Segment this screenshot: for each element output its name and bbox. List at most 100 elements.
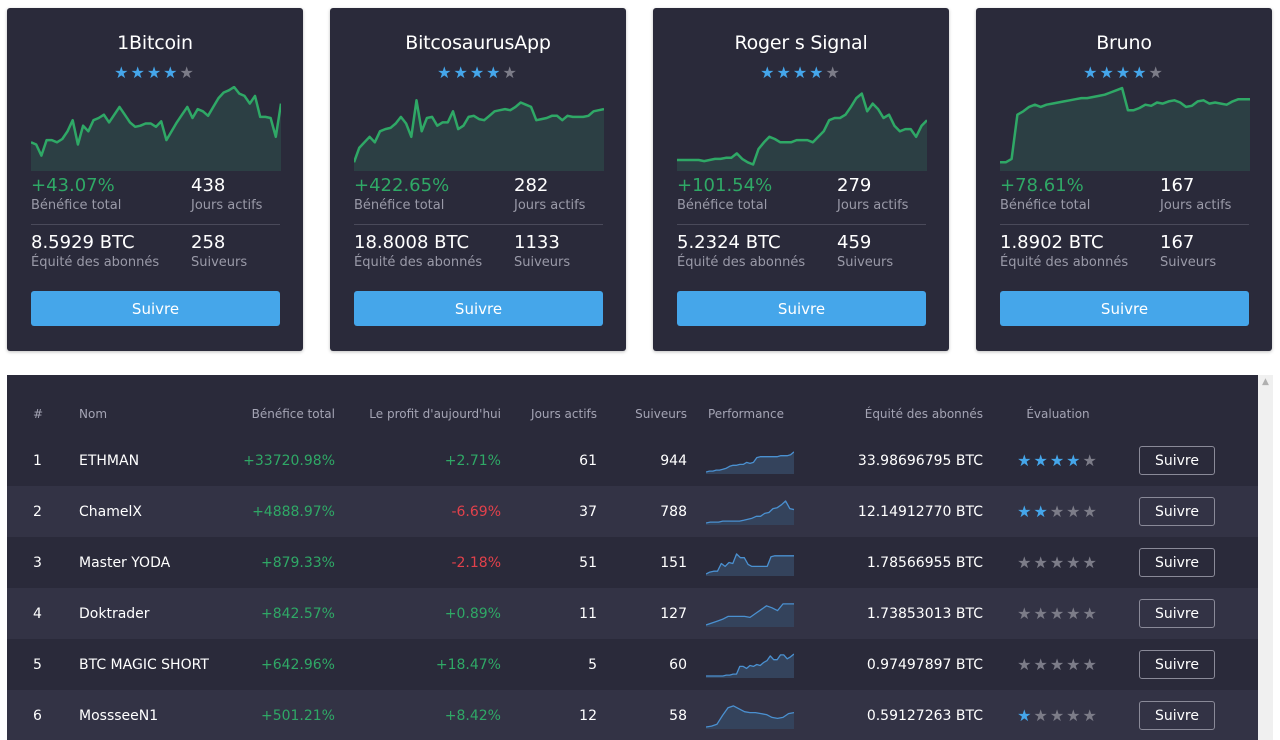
star-rating: ★★★★★ <box>1017 706 1099 725</box>
header-rank[interactable]: # <box>33 407 44 421</box>
table-row[interactable]: 3 Master YODA +879.33% -2.18% 51 151 1.7… <box>7 537 1258 588</box>
row-trader-name[interactable]: Master YODA <box>79 554 171 571</box>
profit-total-stat: +422.65% Bénéfice total <box>354 175 449 215</box>
follow-button[interactable]: Suivre <box>1139 548 1215 577</box>
row-equity: 33.98696795 BTC <box>857 452 983 469</box>
row-trader-name[interactable]: ETHMAN <box>79 452 140 469</box>
card-trader-name[interactable]: BitcosaurusApp <box>405 32 551 54</box>
row-followers: 58 <box>669 707 687 724</box>
star-icon: ★ <box>163 63 180 82</box>
scroll-up-arrow-icon[interactable]: ▲ <box>1262 377 1269 387</box>
star-icon: ★ <box>1066 604 1083 623</box>
card-trader-name[interactable]: 1Bitcoin <box>117 32 193 54</box>
row-action: Suivre <box>1133 435 1258 486</box>
star-rating: ★★★★★ <box>1017 451 1099 470</box>
follow-button[interactable]: Suivre <box>677 291 926 326</box>
equity-label: Équité des abonnés <box>31 255 160 270</box>
header-equity[interactable]: Équité des abonnés <box>864 407 983 421</box>
row-action: Suivre <box>1133 690 1258 740</box>
row-action: Suivre <box>1133 486 1258 537</box>
profit-total-label: Bénéfice total <box>1000 198 1091 213</box>
row-profit-total: +4888.97% <box>252 503 335 520</box>
active-days-label: Jours actifs <box>837 198 909 213</box>
header-action <box>1133 375 1258 435</box>
divider <box>354 224 603 225</box>
header-active-days[interactable]: Jours actifs <box>531 407 597 421</box>
performance-sparkline <box>706 499 794 525</box>
row-followers: 151 <box>660 554 687 571</box>
profit-total-stat: +43.07% Bénéfice total <box>31 175 121 215</box>
row-active-days: 5 <box>588 656 597 673</box>
star-icon: ★ <box>1082 502 1099 521</box>
equity-stat: 1.8902 BTC Équité des abonnés <box>1000 232 1128 272</box>
star-icon: ★ <box>825 63 842 82</box>
followers-stat: 1133 Suiveurs <box>514 232 570 272</box>
equity-value: 5.2324 BTC <box>677 232 781 253</box>
follow-button[interactable]: Suivre <box>1139 650 1215 679</box>
divider <box>1000 224 1249 225</box>
header-profit-total[interactable]: Bénéfice total <box>251 407 335 421</box>
card-trader-name[interactable]: Roger s Signal <box>734 32 868 54</box>
row-trader-name[interactable]: ChamelX <box>79 503 142 520</box>
row-rank: 3 <box>33 554 42 571</box>
followers-label: Suiveurs <box>191 255 248 270</box>
star-icon: ★ <box>1033 655 1050 674</box>
profit-total-label: Bénéfice total <box>354 198 445 213</box>
profit-total-value: +43.07% <box>31 175 115 196</box>
profit-total-value: +422.65% <box>354 175 450 196</box>
star-icon: ★ <box>1049 502 1067 521</box>
followers-value: 1133 <box>514 232 560 253</box>
row-profit-today: +0.89% <box>444 605 501 622</box>
star-icon: ★ <box>1049 655 1067 674</box>
table-header-row: # Nom Bénéfice total Le profit d'aujourd… <box>7 375 1258 435</box>
traders-table-panel: # Nom Bénéfice total Le profit d'aujourd… <box>7 375 1258 740</box>
table-row[interactable]: 4 Doktrader +842.57% +0.89% 11 127 1.738… <box>7 588 1258 639</box>
equity-label: Équité des abonnés <box>1000 255 1129 270</box>
row-equity: 1.73853013 BTC <box>866 605 983 622</box>
follow-button[interactable]: Suivre <box>1139 497 1215 526</box>
header-profit-today[interactable]: Le profit d'aujourd'hui <box>369 407 501 421</box>
follow-button[interactable]: Suivre <box>1139 446 1215 475</box>
row-profit-today: +8.42% <box>444 707 501 724</box>
active-days-label: Jours actifs <box>1160 198 1232 213</box>
vertical-scrollbar[interactable]: ▲ <box>1258 375 1273 740</box>
table-row[interactable]: 2 ChamelX +4888.97% -6.69% 37 788 12.149… <box>7 486 1258 537</box>
row-profit-total: +642.96% <box>260 656 335 673</box>
card-trader-name[interactable]: Bruno <box>1096 32 1152 54</box>
star-icon: ★ <box>1033 502 1050 521</box>
row-trader-name[interactable]: MossseeN1 <box>79 707 159 724</box>
follow-button[interactable]: Suivre <box>354 291 603 326</box>
row-active-days: 61 <box>579 452 597 469</box>
followers-stat: 459 Suiveurs <box>837 232 893 272</box>
table-row[interactable]: 1 ETHMAN +33720.98% +2.71% 61 944 33.986… <box>7 435 1258 486</box>
row-active-days: 12 <box>579 707 597 724</box>
follow-button[interactable]: Suivre <box>1000 291 1249 326</box>
performance-chart <box>1000 86 1250 171</box>
star-icon: ★ <box>1033 553 1050 572</box>
performance-chart <box>31 86 281 171</box>
star-icon: ★ <box>1066 706 1083 725</box>
star-icon: ★ <box>1066 655 1083 674</box>
row-performance <box>687 639 805 690</box>
star-icon: ★ <box>130 63 147 82</box>
table-row[interactable]: 6 MossseeN1 +501.21% +8.42% 12 58 0.5912… <box>7 690 1258 740</box>
table-row[interactable]: 5 BTC MAGIC SHORT +642.96% +18.47% 5 60 … <box>7 639 1258 690</box>
header-name[interactable]: Nom <box>79 407 108 421</box>
row-trader-name[interactable]: Doktrader <box>79 605 150 622</box>
header-rating[interactable]: Évaluation <box>1026 407 1090 421</box>
follow-button[interactable]: Suivre <box>31 291 280 326</box>
star-icon: ★ <box>1049 604 1067 623</box>
follow-button[interactable]: Suivre <box>1139 599 1215 628</box>
star-icon: ★ <box>1099 63 1116 82</box>
profit-total-stat: +101.54% Bénéfice total <box>677 175 772 215</box>
star-icon: ★ <box>1017 553 1034 572</box>
row-profit-today: -6.69% <box>451 503 501 520</box>
star-icon: ★ <box>1082 451 1099 470</box>
star-icon: ★ <box>114 63 131 82</box>
performance-sparkline <box>706 652 794 678</box>
follow-button[interactable]: Suivre <box>1139 701 1215 730</box>
star-icon: ★ <box>1115 63 1133 82</box>
header-followers[interactable]: Suiveurs <box>635 407 687 421</box>
row-profit-total: +501.21% <box>260 707 335 724</box>
row-trader-name[interactable]: BTC MAGIC SHORT <box>79 656 209 673</box>
